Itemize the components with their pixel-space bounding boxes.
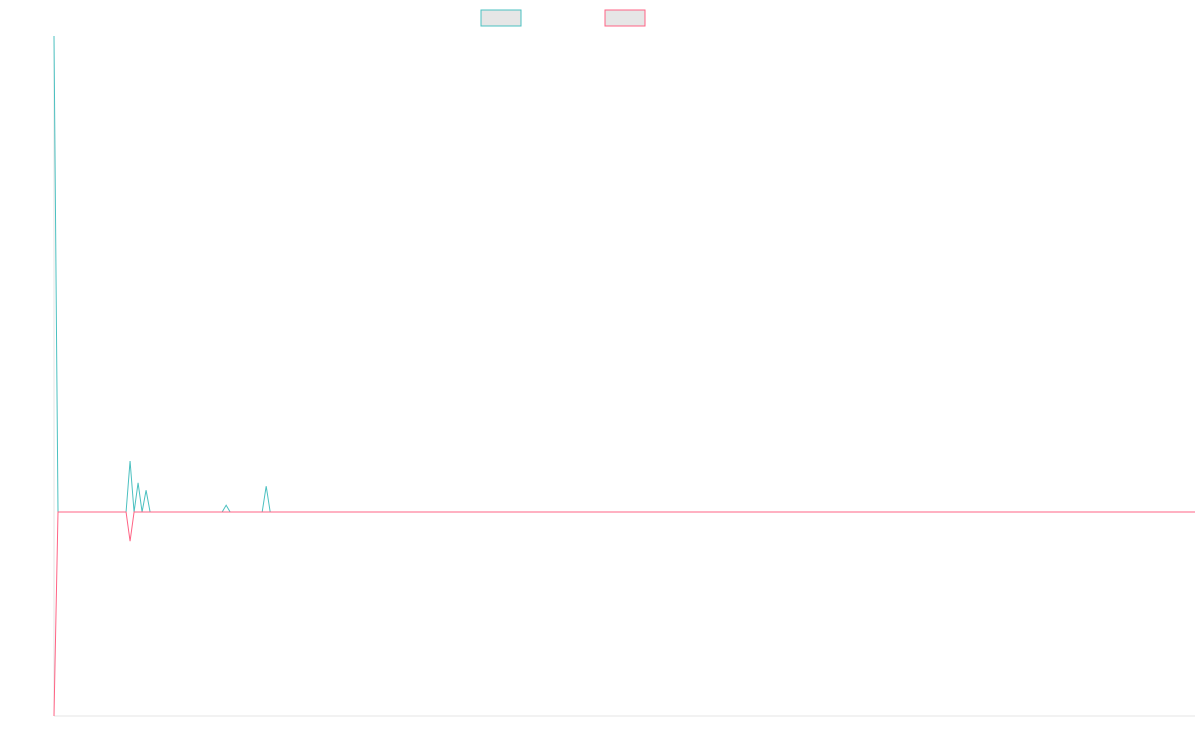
- series-line: [53, 35, 1195, 513]
- series-line: [53, 511, 1195, 717]
- legend-swatch[interactable]: [604, 9, 646, 27]
- legend-swatch[interactable]: [480, 9, 522, 27]
